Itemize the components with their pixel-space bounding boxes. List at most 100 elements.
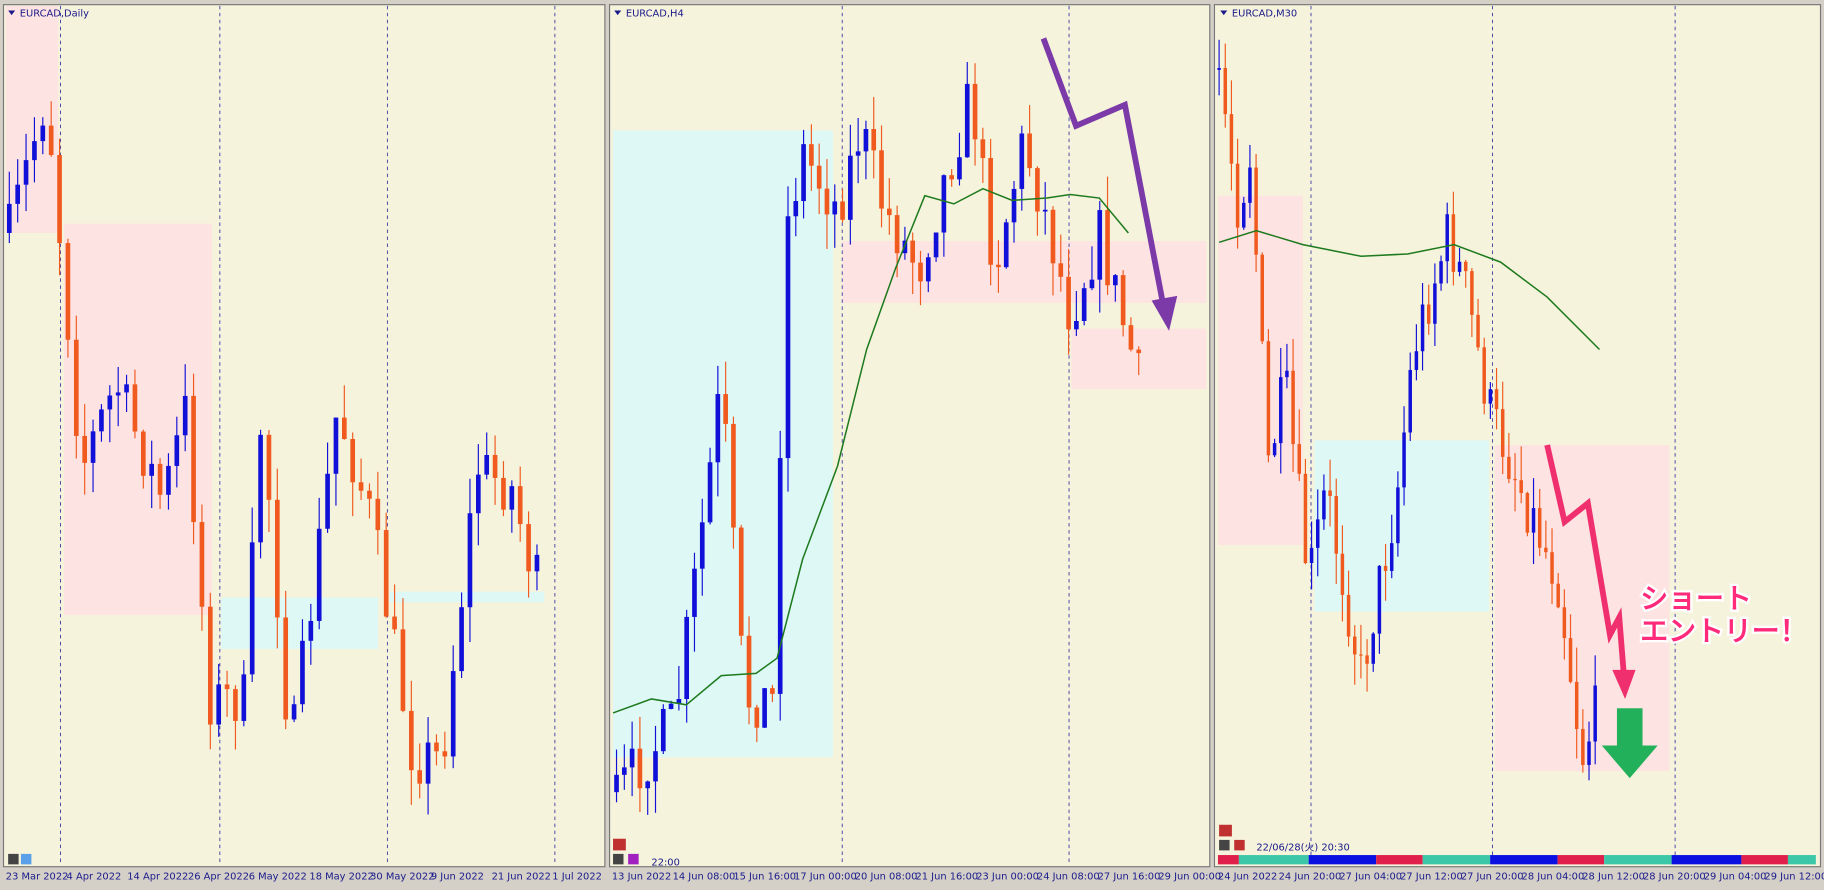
status-seg [1671, 855, 1742, 865]
x-label: 15 Jun 16:00 [733, 872, 796, 883]
candle-body [1494, 389, 1499, 410]
candles [6, 39, 1597, 815]
candle-body [1544, 547, 1548, 553]
icon [613, 853, 624, 865]
candle-body [629, 748, 635, 768]
candle-body [1365, 655, 1369, 664]
candle-body [1266, 341, 1271, 456]
icon[interactable] [1219, 824, 1232, 837]
candle-body [1550, 552, 1554, 584]
candle-body [1402, 432, 1406, 488]
x-label: 9 Jun 2022 [431, 872, 484, 883]
candle-body [82, 435, 88, 463]
candle-body [1488, 389, 1493, 404]
x-label: 14 Jun 08:00 [673, 872, 736, 883]
candle-body [1420, 304, 1425, 352]
candle-body [509, 486, 515, 510]
zone [389, 591, 545, 603]
candle-body [57, 155, 62, 244]
candle-body [266, 434, 272, 500]
x-label: 17 Jun 00:00 [794, 872, 857, 883]
candle-body [132, 384, 138, 432]
annotation: エントリー！ [1640, 615, 1807, 648]
candle-body [1426, 304, 1431, 324]
candle-body [157, 463, 163, 495]
candle-body [1050, 209, 1056, 264]
x-label: 27 Jun 12:00 [1400, 872, 1463, 883]
status-seg [1604, 855, 1672, 865]
icon[interactable] [20, 853, 32, 865]
green-arrowhead [1601, 745, 1658, 779]
panel-title: EURCAD,H4 [626, 8, 684, 19]
candle-body [910, 240, 916, 263]
x-label: 20 Jun 08:00 [855, 872, 918, 883]
candle-body [988, 158, 993, 265]
icon[interactable] [628, 853, 639, 865]
candle-body [1074, 320, 1079, 330]
candle-body [308, 620, 314, 641]
candle-body [124, 384, 129, 393]
icon[interactable] [1234, 839, 1245, 851]
candle-body [1574, 681, 1579, 730]
candle-body [762, 688, 767, 728]
x-label: 23 Jun 00:00 [976, 872, 1039, 883]
candle-body [1531, 508, 1536, 533]
candle-body [191, 395, 196, 523]
candle-body [809, 144, 814, 166]
candle-body [715, 394, 721, 463]
candle-body [90, 431, 96, 463]
status-seg [1741, 855, 1788, 865]
candle-body [1340, 553, 1345, 595]
candle-body [1470, 271, 1474, 315]
candle-body [115, 392, 121, 396]
candle-body [699, 522, 705, 569]
candle-body [1507, 456, 1511, 479]
candle-body [392, 616, 397, 630]
zone [63, 223, 212, 616]
candle-body [653, 751, 658, 782]
candle-body [660, 708, 666, 752]
candle-body [1414, 351, 1419, 370]
candle-body [1217, 68, 1221, 70]
icon[interactable] [613, 838, 626, 851]
candle-body [1500, 409, 1505, 457]
candle-body [1066, 276, 1071, 330]
x-label: 21 Jun 16:00 [915, 872, 978, 883]
candle-body [23, 160, 29, 185]
candle-body [1089, 279, 1095, 289]
candle-body [1003, 222, 1009, 268]
x-label: 27 Jun 16:00 [1098, 872, 1161, 883]
candle-body [668, 703, 674, 709]
candle-body [614, 774, 619, 793]
candle-body [1513, 478, 1517, 481]
pink-arrow [1544, 444, 1627, 676]
candle-body [886, 208, 892, 216]
candle-body [1316, 519, 1320, 548]
candle-body [1019, 133, 1025, 189]
panel-m30 [1213, 4, 1822, 868]
candle-body [1568, 638, 1573, 682]
candle-body [476, 474, 481, 514]
candle-body [770, 688, 775, 694]
candle-body [501, 477, 506, 510]
x-label: 29 Jun 04:00 [1704, 872, 1767, 883]
candle-body [484, 454, 490, 475]
title-marker [8, 10, 16, 16]
candle-body [1476, 314, 1480, 348]
x-label: 4 Apr 2022 [67, 872, 122, 883]
candle-body [1556, 583, 1560, 608]
candle-body [467, 513, 473, 608]
candle-body [949, 175, 954, 180]
candle-body [1027, 133, 1032, 169]
candle-body [1482, 347, 1486, 404]
candle-body [1396, 487, 1400, 544]
zone [1217, 195, 1303, 546]
candle-body [149, 463, 155, 476]
candle-body [249, 542, 255, 675]
candle-body [848, 155, 853, 220]
candle-body [871, 129, 877, 151]
candle-body [621, 767, 627, 775]
arrows [1040, 37, 1658, 779]
x-label: 18 May 2022 [309, 872, 373, 883]
candle-body [283, 617, 289, 720]
